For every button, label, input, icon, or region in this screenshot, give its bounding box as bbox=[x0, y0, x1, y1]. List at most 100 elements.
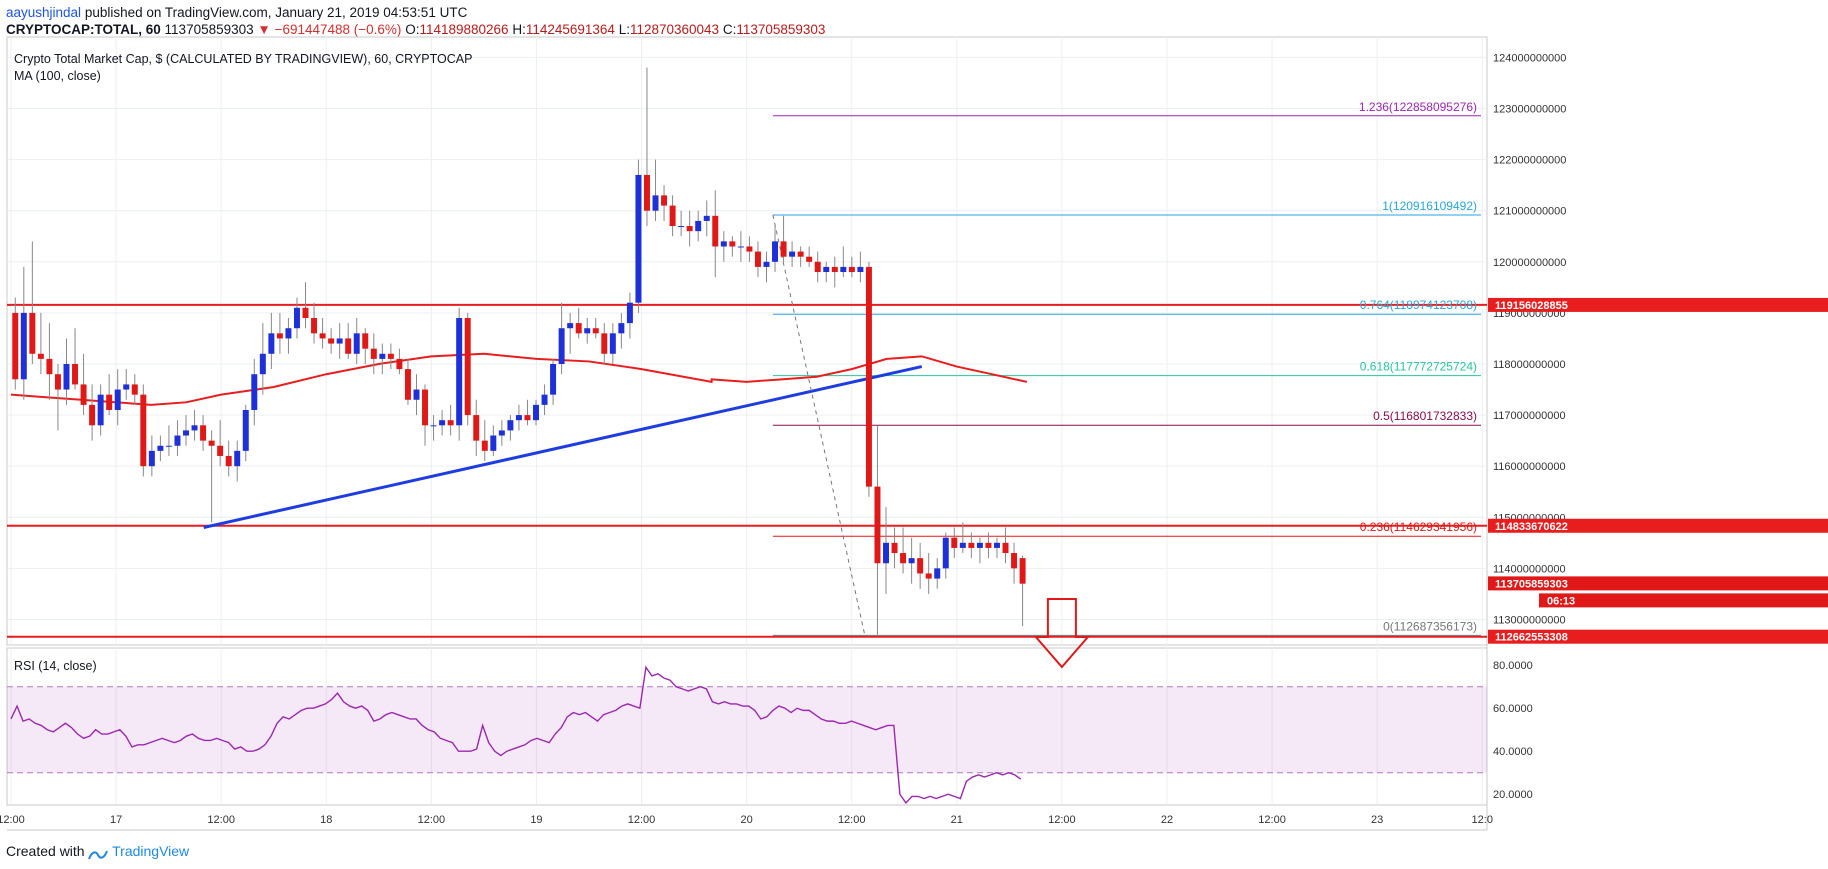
fib-anchor-line bbox=[772, 214, 866, 636]
x-tick-label: 12:00 bbox=[1258, 814, 1286, 826]
y-tick-label: 116000000000 bbox=[1493, 461, 1566, 473]
candle-down bbox=[464, 318, 471, 416]
candle-down bbox=[447, 420, 454, 426]
fib-label: 1(120916109492) bbox=[1382, 199, 1477, 213]
candle-down bbox=[54, 374, 61, 390]
x-tick-label: 12:00 bbox=[0, 814, 25, 826]
low-value: 112870360043 bbox=[629, 22, 720, 37]
candle-down bbox=[891, 542, 898, 554]
candle-up bbox=[336, 338, 343, 344]
candle-up bbox=[737, 246, 744, 248]
candle-down bbox=[797, 251, 804, 257]
tradingview-link[interactable]: TradingView bbox=[112, 843, 190, 859]
publish-info: aayushjindal published on TradingView.co… bbox=[6, 4, 467, 22]
candle-up bbox=[97, 394, 104, 426]
candle-down bbox=[12, 312, 19, 380]
candle-up bbox=[772, 241, 779, 262]
candle-down bbox=[422, 389, 429, 426]
candle-up bbox=[635, 174, 642, 303]
candle-down bbox=[302, 307, 309, 319]
candle-down bbox=[37, 353, 44, 359]
rsi-tick-label: 60.0000 bbox=[1493, 703, 1533, 715]
ma-label: MA (100, close) bbox=[14, 69, 101, 83]
x-tick-label: 12:00 bbox=[838, 814, 866, 826]
open-label: O: bbox=[405, 22, 420, 37]
y-tick-label: 122000000000 bbox=[1493, 155, 1566, 167]
x-tick-label: 12:00 bbox=[1048, 814, 1076, 826]
x-tick-label: 12:0 bbox=[1472, 814, 1493, 826]
candle-down bbox=[29, 312, 36, 354]
candle-up bbox=[183, 430, 189, 436]
candle-down bbox=[208, 440, 215, 446]
candle-up bbox=[191, 425, 198, 431]
candle-down bbox=[46, 358, 53, 375]
candle-up bbox=[993, 542, 1000, 548]
candle-up bbox=[242, 409, 249, 451]
tradingview-logo-icon bbox=[88, 847, 109, 860]
candle-up bbox=[550, 363, 557, 395]
candle-up bbox=[908, 558, 915, 564]
candle-down bbox=[848, 266, 855, 273]
x-tick-label: 22 bbox=[1161, 814, 1173, 826]
level-price-tag bbox=[1488, 297, 1828, 312]
candle-up bbox=[165, 445, 172, 447]
candle-up bbox=[618, 323, 625, 334]
rsi-pane bbox=[6, 647, 1488, 806]
change-arrow: ▼ bbox=[257, 22, 271, 37]
change-value: −691447488 (−0.6%) bbox=[274, 22, 402, 37]
candle-up bbox=[20, 312, 27, 380]
main-pane bbox=[6, 36, 1488, 646]
candle-down bbox=[831, 266, 838, 273]
candle-up bbox=[823, 266, 830, 273]
symbol: CRYPTOCAP:TOTAL, 60 bbox=[6, 22, 161, 37]
x-tick-label: 19 bbox=[530, 814, 542, 826]
candle-down bbox=[917, 558, 924, 574]
candle-up bbox=[720, 241, 727, 247]
fib-label: 0.236(114629341956) bbox=[1360, 520, 1477, 534]
fib-label: 1.236(122858095276) bbox=[1359, 100, 1477, 114]
trend-line bbox=[203, 365, 923, 529]
candle-down bbox=[524, 415, 531, 421]
candle-down bbox=[814, 261, 821, 273]
candle-up bbox=[515, 415, 522, 421]
candle-up bbox=[695, 220, 702, 232]
candle-up bbox=[379, 353, 386, 359]
candle-up bbox=[976, 542, 983, 548]
footer: Created with TradingView bbox=[6, 843, 190, 860]
candle-down bbox=[951, 537, 958, 548]
high-label: H: bbox=[512, 22, 526, 37]
candle-down bbox=[712, 215, 719, 247]
candle-down bbox=[106, 394, 113, 410]
candle-up bbox=[541, 394, 548, 405]
candle-up bbox=[609, 333, 616, 354]
candle-up bbox=[148, 450, 155, 467]
candle-up bbox=[584, 328, 591, 334]
candle-down bbox=[404, 369, 411, 400]
x-tick-label: 20 bbox=[740, 814, 752, 826]
author-link[interactable]: aayushjindal bbox=[6, 5, 82, 20]
candle-down bbox=[729, 241, 736, 247]
candle-up bbox=[251, 374, 258, 410]
y-tick-label: 117000000000 bbox=[1493, 410, 1566, 422]
candle-down bbox=[200, 425, 207, 441]
candle-down bbox=[900, 553, 907, 564]
candle-down bbox=[387, 353, 394, 359]
candle-down bbox=[481, 440, 488, 451]
candle-up bbox=[763, 261, 770, 267]
candle-down bbox=[345, 338, 352, 354]
y-tick-label: 113000000000 bbox=[1493, 614, 1566, 626]
candle-up bbox=[567, 323, 574, 329]
candle-down bbox=[370, 348, 377, 359]
rsi-tick-label: 80.0000 bbox=[1493, 660, 1533, 672]
candle-down bbox=[1002, 542, 1009, 554]
candle-up bbox=[259, 353, 266, 375]
low-label: L: bbox=[618, 22, 630, 37]
candle-up bbox=[533, 404, 539, 421]
candle-up bbox=[498, 430, 505, 436]
candle-down bbox=[319, 333, 326, 339]
candle-down bbox=[643, 174, 650, 211]
candle-down bbox=[396, 358, 403, 370]
level-price-label: 119156028855 bbox=[1495, 300, 1568, 312]
created-with-text: Created with bbox=[6, 843, 85, 859]
